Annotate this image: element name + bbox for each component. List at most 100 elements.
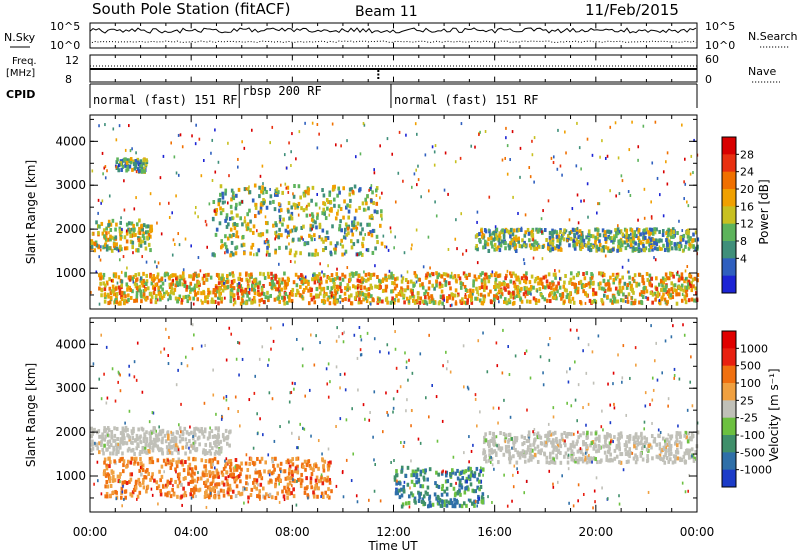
data-cell bbox=[633, 279, 636, 283]
data-cell bbox=[593, 442, 597, 447]
data-cell bbox=[557, 234, 561, 239]
data-cell bbox=[581, 459, 585, 464]
data-cell bbox=[323, 476, 327, 481]
data-cell bbox=[533, 239, 537, 244]
data-cell bbox=[602, 248, 605, 253]
data-cell bbox=[534, 298, 538, 303]
data-cell bbox=[143, 284, 146, 288]
data-cell bbox=[347, 297, 351, 302]
data-cell bbox=[104, 243, 107, 248]
data-cell bbox=[500, 282, 504, 287]
data-cell bbox=[239, 216, 242, 221]
data-cell bbox=[336, 326, 338, 330]
data-cell bbox=[129, 275, 132, 280]
data-cell bbox=[121, 451, 124, 456]
data-cell bbox=[190, 430, 193, 435]
data-cell bbox=[629, 193, 632, 197]
data-cell bbox=[292, 192, 294, 196]
data-cell bbox=[239, 492, 242, 497]
data-cell bbox=[505, 300, 508, 305]
data-cell bbox=[477, 479, 481, 484]
data-cell bbox=[643, 248, 646, 253]
data-cell bbox=[302, 193, 306, 198]
data-cell bbox=[180, 460, 183, 465]
data-cell bbox=[480, 301, 484, 306]
data-cell bbox=[651, 247, 654, 252]
data-cell bbox=[641, 294, 645, 299]
data-cell bbox=[533, 180, 535, 184]
data-cell bbox=[545, 279, 549, 284]
data-cell bbox=[365, 248, 368, 252]
data-cell bbox=[130, 448, 133, 453]
data-cell bbox=[507, 290, 511, 295]
data-cell bbox=[362, 236, 365, 241]
data-cell bbox=[270, 271, 273, 276]
data-cell bbox=[180, 300, 184, 305]
data-cell bbox=[195, 205, 197, 209]
data-cell bbox=[628, 447, 632, 452]
data-cell bbox=[169, 439, 173, 444]
data-cell bbox=[294, 469, 297, 474]
data-cell bbox=[138, 226, 141, 231]
data-cell bbox=[544, 285, 547, 290]
data-cell bbox=[469, 466, 472, 471]
data-cell bbox=[241, 140, 243, 144]
data-cell bbox=[322, 248, 325, 253]
data-cell bbox=[141, 449, 144, 454]
data-cell bbox=[657, 455, 660, 460]
data-cell bbox=[609, 275, 612, 280]
data-cell bbox=[633, 444, 636, 449]
data-cell bbox=[263, 495, 267, 500]
data-cell bbox=[218, 296, 222, 301]
data-cell bbox=[134, 485, 138, 490]
data-cell bbox=[543, 443, 547, 448]
data-cell bbox=[499, 447, 503, 452]
data-cell bbox=[159, 478, 162, 483]
data-cell bbox=[612, 277, 616, 282]
data-cell bbox=[137, 427, 140, 432]
data-cell bbox=[219, 291, 223, 296]
data-cell bbox=[694, 230, 698, 235]
data-cell bbox=[501, 228, 504, 233]
data-cell bbox=[649, 237, 653, 242]
data-cell bbox=[97, 231, 100, 236]
data-cell bbox=[156, 298, 159, 302]
data-cell bbox=[365, 293, 369, 298]
data-cell bbox=[331, 122, 334, 126]
data-cell bbox=[294, 292, 298, 297]
data-cell bbox=[143, 435, 147, 440]
data-cell bbox=[648, 273, 652, 278]
data-cell bbox=[673, 283, 677, 288]
data-cell bbox=[551, 234, 554, 239]
data-cell bbox=[195, 123, 197, 127]
data-cell bbox=[683, 248, 685, 252]
data-cell bbox=[653, 230, 657, 235]
data-cell bbox=[90, 442, 94, 447]
data-cell bbox=[406, 482, 410, 487]
data-cell bbox=[143, 432, 146, 437]
data-cell bbox=[516, 291, 519, 296]
data-cell bbox=[118, 291, 122, 296]
data-cell bbox=[419, 484, 423, 489]
data-cell bbox=[288, 467, 291, 472]
data-cell bbox=[631, 120, 633, 124]
data-cell bbox=[559, 230, 562, 235]
nsearch-trace bbox=[89, 40, 697, 44]
data-cell bbox=[552, 431, 555, 436]
data-cell bbox=[373, 168, 375, 172]
data-cell bbox=[364, 272, 368, 277]
data-cell bbox=[224, 476, 228, 481]
data-cell bbox=[274, 484, 277, 489]
data-cell bbox=[161, 428, 165, 433]
data-cell bbox=[655, 442, 658, 447]
data-cell bbox=[318, 235, 321, 239]
data-cell bbox=[231, 252, 235, 257]
data-cell bbox=[519, 175, 521, 179]
data-cell bbox=[527, 434, 531, 439]
data-cell bbox=[239, 288, 243, 293]
data-cell bbox=[208, 202, 211, 206]
data-cell bbox=[194, 484, 197, 489]
data-cell bbox=[372, 272, 376, 277]
data-cell bbox=[607, 279, 610, 284]
data-cell bbox=[139, 240, 143, 245]
